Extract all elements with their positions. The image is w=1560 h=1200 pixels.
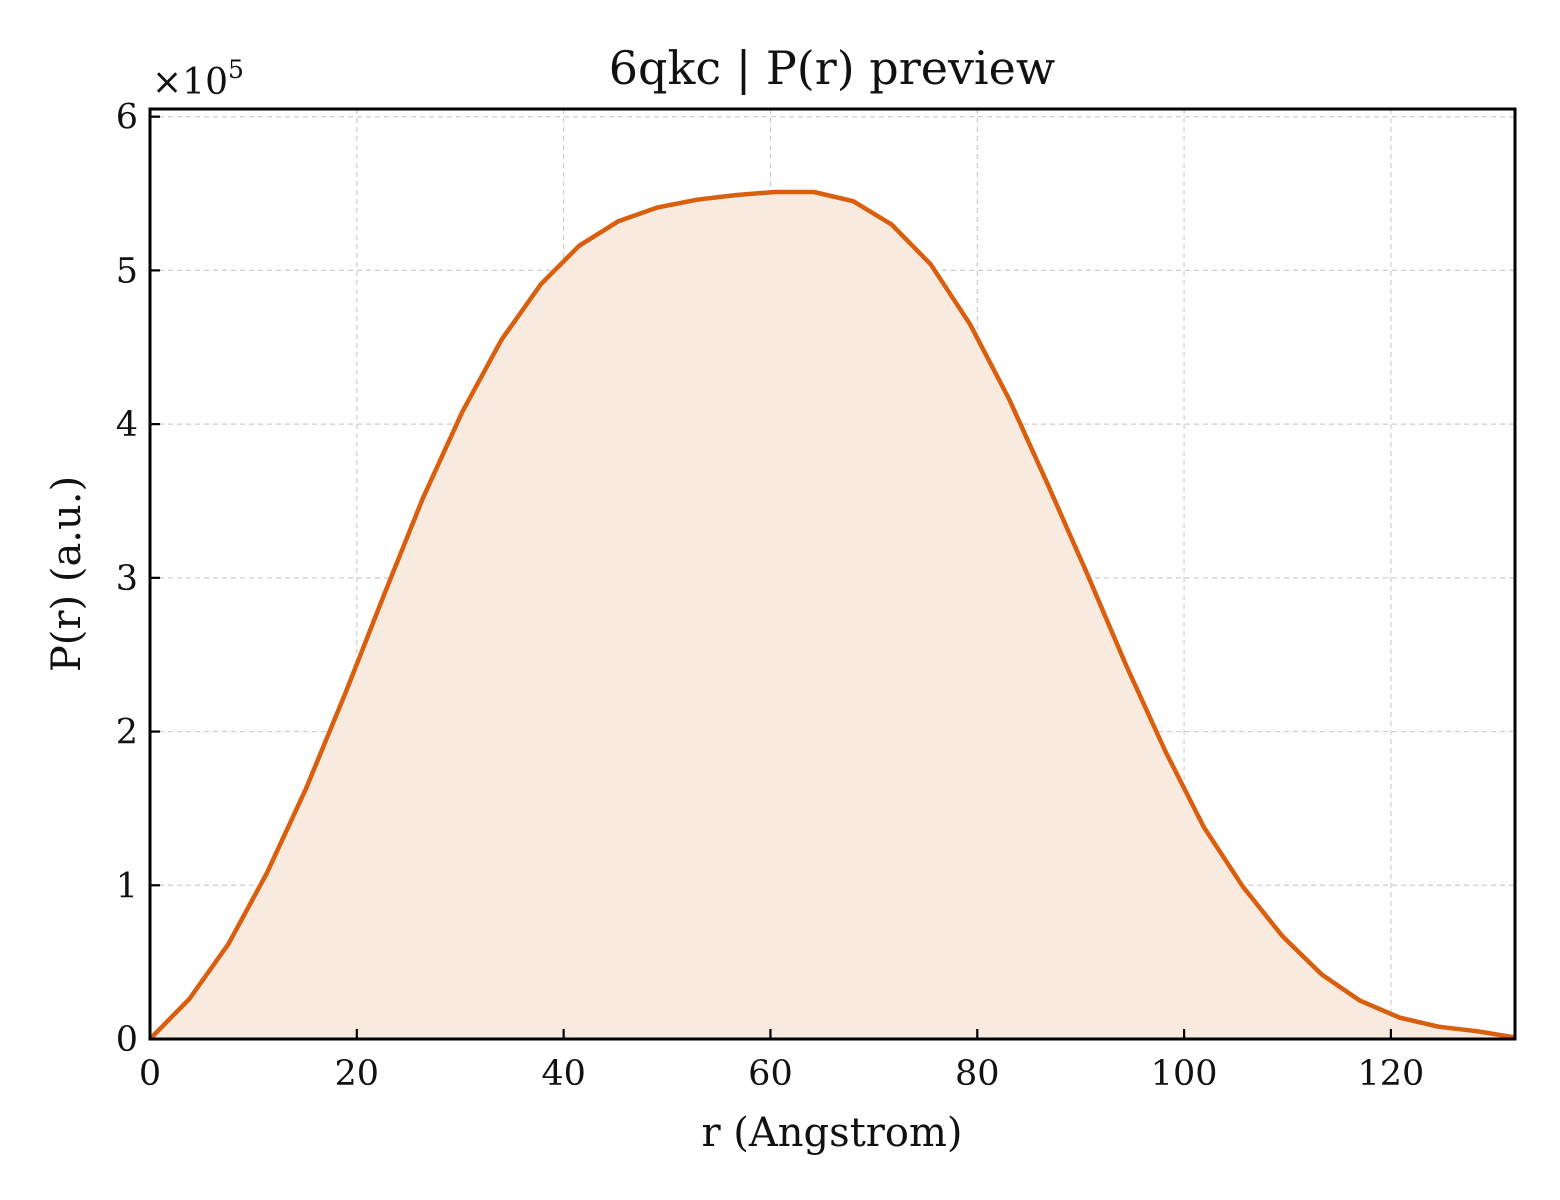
pr-curve-line <box>148 189 1516 1041</box>
y-multiplier-exponent: 5 <box>228 55 244 84</box>
y-multiplier: ×105 <box>152 55 244 103</box>
x-tick-label: 40 <box>541 1054 586 1094</box>
chart-title: 6qkc | P(r) preview <box>609 41 1056 95</box>
x-tick-label: 120 <box>1358 1054 1425 1094</box>
y-tick-label: 6 <box>116 98 138 138</box>
x-tick-label: 60 <box>748 1054 793 1094</box>
y-tick-label: 0 <box>116 1020 138 1060</box>
pr-area-fill <box>150 192 1515 1039</box>
x-axis-label: r (Angstrom) <box>701 1110 962 1156</box>
plot-area <box>148 189 1516 1041</box>
y-tick-label: 5 <box>116 251 138 291</box>
y-tick-label: 2 <box>116 713 138 753</box>
y-tick-label: 4 <box>116 405 138 445</box>
x-tick-label: 0 <box>139 1054 161 1094</box>
x-tick-label: 100 <box>1151 1054 1218 1094</box>
plot-frame <box>148 107 1517 1041</box>
x-tick-label: 80 <box>955 1054 1000 1094</box>
x-tick-label: 20 <box>335 1054 380 1094</box>
y-axis-label: P(r) (a.u.) <box>44 476 90 672</box>
y-tick-label: 1 <box>116 866 138 906</box>
y-multiplier-base: ×10 <box>152 62 228 103</box>
y-tick-label: 3 <box>116 559 138 599</box>
axis-ticks: 0 20 40 60 80 100 120 0 1 2 3 4 5 6 <box>116 98 1425 1094</box>
